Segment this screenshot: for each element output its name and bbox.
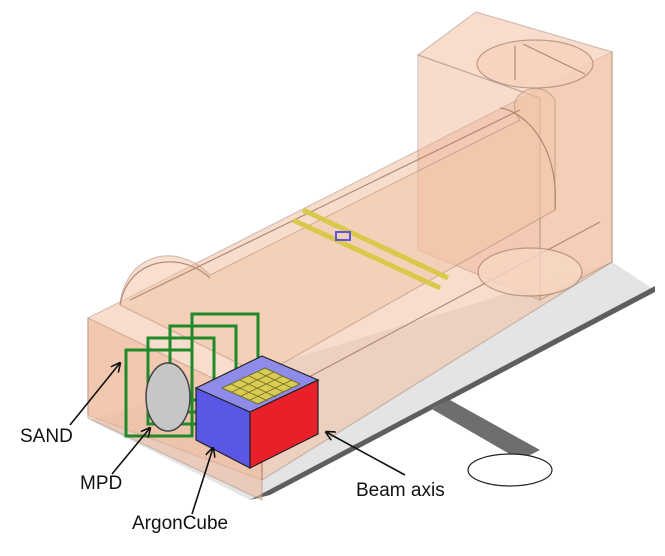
annotation-arrows bbox=[69, 363, 406, 515]
mpd-label: MPD bbox=[80, 473, 123, 494]
beam-axis-label: Beam axis bbox=[356, 480, 445, 501]
sand-label: SAND bbox=[20, 426, 73, 447]
sand-arrow bbox=[69, 363, 120, 426]
mpd-arrow bbox=[111, 428, 150, 475]
argoncube-label: ArgonCube bbox=[132, 513, 229, 534]
argoncube-detector bbox=[194, 355, 320, 469]
beam-axis-arrow bbox=[326, 432, 406, 476]
argoncube-arrow bbox=[191, 448, 213, 515]
beamline-rails bbox=[291, 207, 450, 291]
